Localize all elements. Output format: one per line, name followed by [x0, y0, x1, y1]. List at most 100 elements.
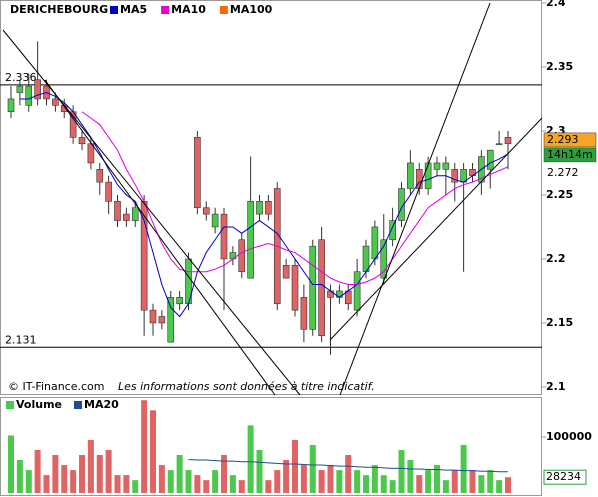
- volume-bar: [185, 470, 192, 493]
- candle-body: [353, 271, 361, 311]
- volume-bar: [442, 480, 449, 493]
- volume-bar: [487, 470, 494, 493]
- chart-title: DERICHEBOURG: [10, 3, 108, 16]
- volume-bar: [70, 470, 77, 493]
- legend-swatch: [6, 401, 14, 409]
- legend-swatch: [74, 401, 82, 409]
- volume-bar: [25, 470, 32, 493]
- volume-bar: [87, 439, 94, 493]
- candle-body: [282, 265, 290, 279]
- candle-body: [78, 137, 86, 145]
- volume-bar: [425, 470, 432, 493]
- volume-bar: [407, 460, 414, 493]
- volume-bar: [398, 449, 405, 493]
- ma-line: [81, 111, 509, 286]
- candle-body: [25, 85, 33, 106]
- volume-bar: [389, 480, 396, 493]
- candle-body: [96, 169, 104, 183]
- candle-body: [140, 201, 148, 311]
- candle-body: [486, 149, 494, 170]
- candle-body: [194, 137, 201, 209]
- volume-bar: [167, 470, 174, 493]
- volume-bar: [354, 470, 361, 493]
- volume-bar: [34, 449, 41, 493]
- ma-line: [188, 458, 508, 473]
- volume-bar: [327, 465, 334, 493]
- candle-body: [300, 297, 308, 330]
- tag-label: 14h14m: [547, 148, 593, 161]
- candle-body: [149, 309, 157, 324]
- candle-body: [504, 137, 512, 145]
- y-tick-label: 2.25: [546, 188, 573, 201]
- volume-bar: [336, 470, 343, 493]
- candle-body: [114, 201, 121, 221]
- y-tick-label: 2.1: [546, 380, 566, 393]
- volume-bar: [292, 439, 298, 493]
- candle-body: [424, 162, 432, 189]
- disclaimer: Les informations sont données à titre in…: [118, 380, 375, 393]
- candle-body: [495, 143, 503, 146]
- candle-body: [123, 213, 130, 221]
- volume-bar: [256, 449, 263, 493]
- candle-body: [291, 265, 299, 311]
- legend-label: MA10: [171, 3, 206, 16]
- volume-bar: [158, 465, 165, 493]
- volume-bar: [221, 455, 227, 493]
- volume-bar: [309, 444, 316, 493]
- candle-body: [247, 201, 254, 279]
- volume-bar: [247, 425, 254, 493]
- volume-bar: [43, 475, 50, 493]
- candle-body: [389, 220, 396, 241]
- volume-bar: [371, 465, 378, 493]
- legend-label: Volume: [16, 398, 62, 411]
- candle-body: [398, 188, 405, 221]
- price-panel: [0, 0, 542, 395]
- tag-box: [543, 469, 587, 485]
- trend-line: [44, 79, 276, 396]
- candle-body: [16, 85, 24, 93]
- trend-line: [339, 2, 491, 396]
- candle-body: [309, 245, 317, 330]
- candle-body: [202, 207, 210, 215]
- volume-bar: [460, 444, 467, 493]
- volume-bar: [274, 470, 281, 493]
- y-tick-label: 2.35: [546, 60, 573, 73]
- volume-bar: [380, 475, 387, 493]
- volume-bar: [79, 455, 85, 493]
- volume-bar: [229, 475, 236, 493]
- y-tick-label: 2.15: [546, 316, 573, 329]
- candle-body: [265, 201, 272, 215]
- volume-bar: [61, 465, 68, 493]
- volume-bar: [451, 470, 458, 493]
- volume-bar: [16, 460, 23, 493]
- volume-bar: [105, 449, 112, 493]
- volume-bar: [318, 470, 325, 493]
- volume-bar: [52, 455, 59, 493]
- ma-tag: 2.272: [547, 166, 579, 179]
- y-tick-label: 100000: [546, 430, 592, 443]
- candle-body: [380, 239, 388, 279]
- candle-body: [256, 201, 263, 215]
- volume-bar: [212, 470, 219, 493]
- candle-body: [238, 239, 246, 273]
- volume-bar: [203, 480, 210, 493]
- tag-label: 28234: [546, 470, 581, 483]
- legend-label: MA20: [84, 398, 119, 411]
- volume-bar: [176, 455, 183, 493]
- volume-bar: [469, 470, 476, 493]
- volume-bar: [194, 475, 201, 493]
- ma-line: [19, 92, 509, 318]
- candle-body: [371, 226, 379, 260]
- candle-body: [442, 162, 450, 170]
- volume-bar: [141, 400, 148, 493]
- source: © IT-Finance.com: [8, 380, 105, 393]
- candle-body: [318, 239, 325, 337]
- candle-body: [158, 316, 166, 324]
- volume-bar: [132, 480, 139, 493]
- level-label: 2.131: [5, 333, 37, 346]
- tag-box: [543, 147, 597, 163]
- candle-body: [7, 98, 15, 113]
- tag-box: [543, 132, 597, 148]
- legend-swatch: [161, 6, 170, 14]
